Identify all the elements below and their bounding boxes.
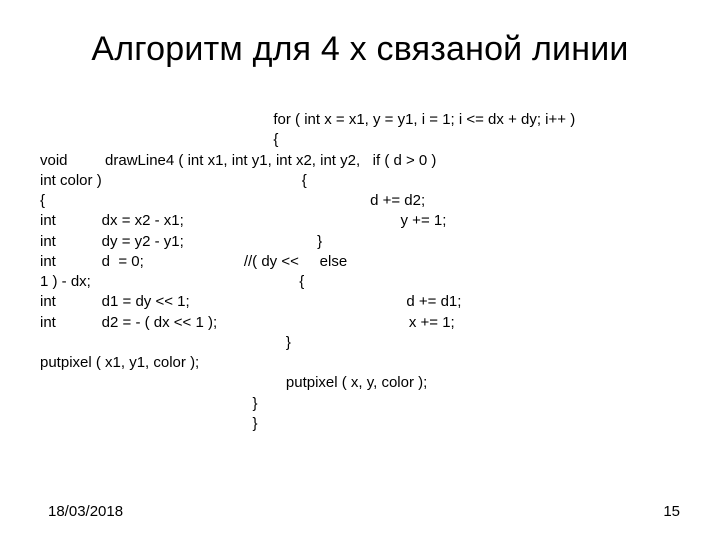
page-number: 15 <box>663 503 680 520</box>
code-block: for ( int x = x1, y = y1, i = 1; i <= dx… <box>40 110 680 434</box>
slide: Алгоритм для 4 х связаной линии for ( in… <box>0 0 720 540</box>
slide-title: Алгоритм для 4 х связаной линии <box>0 30 720 69</box>
date-footer: 18/03/2018 <box>48 503 123 520</box>
